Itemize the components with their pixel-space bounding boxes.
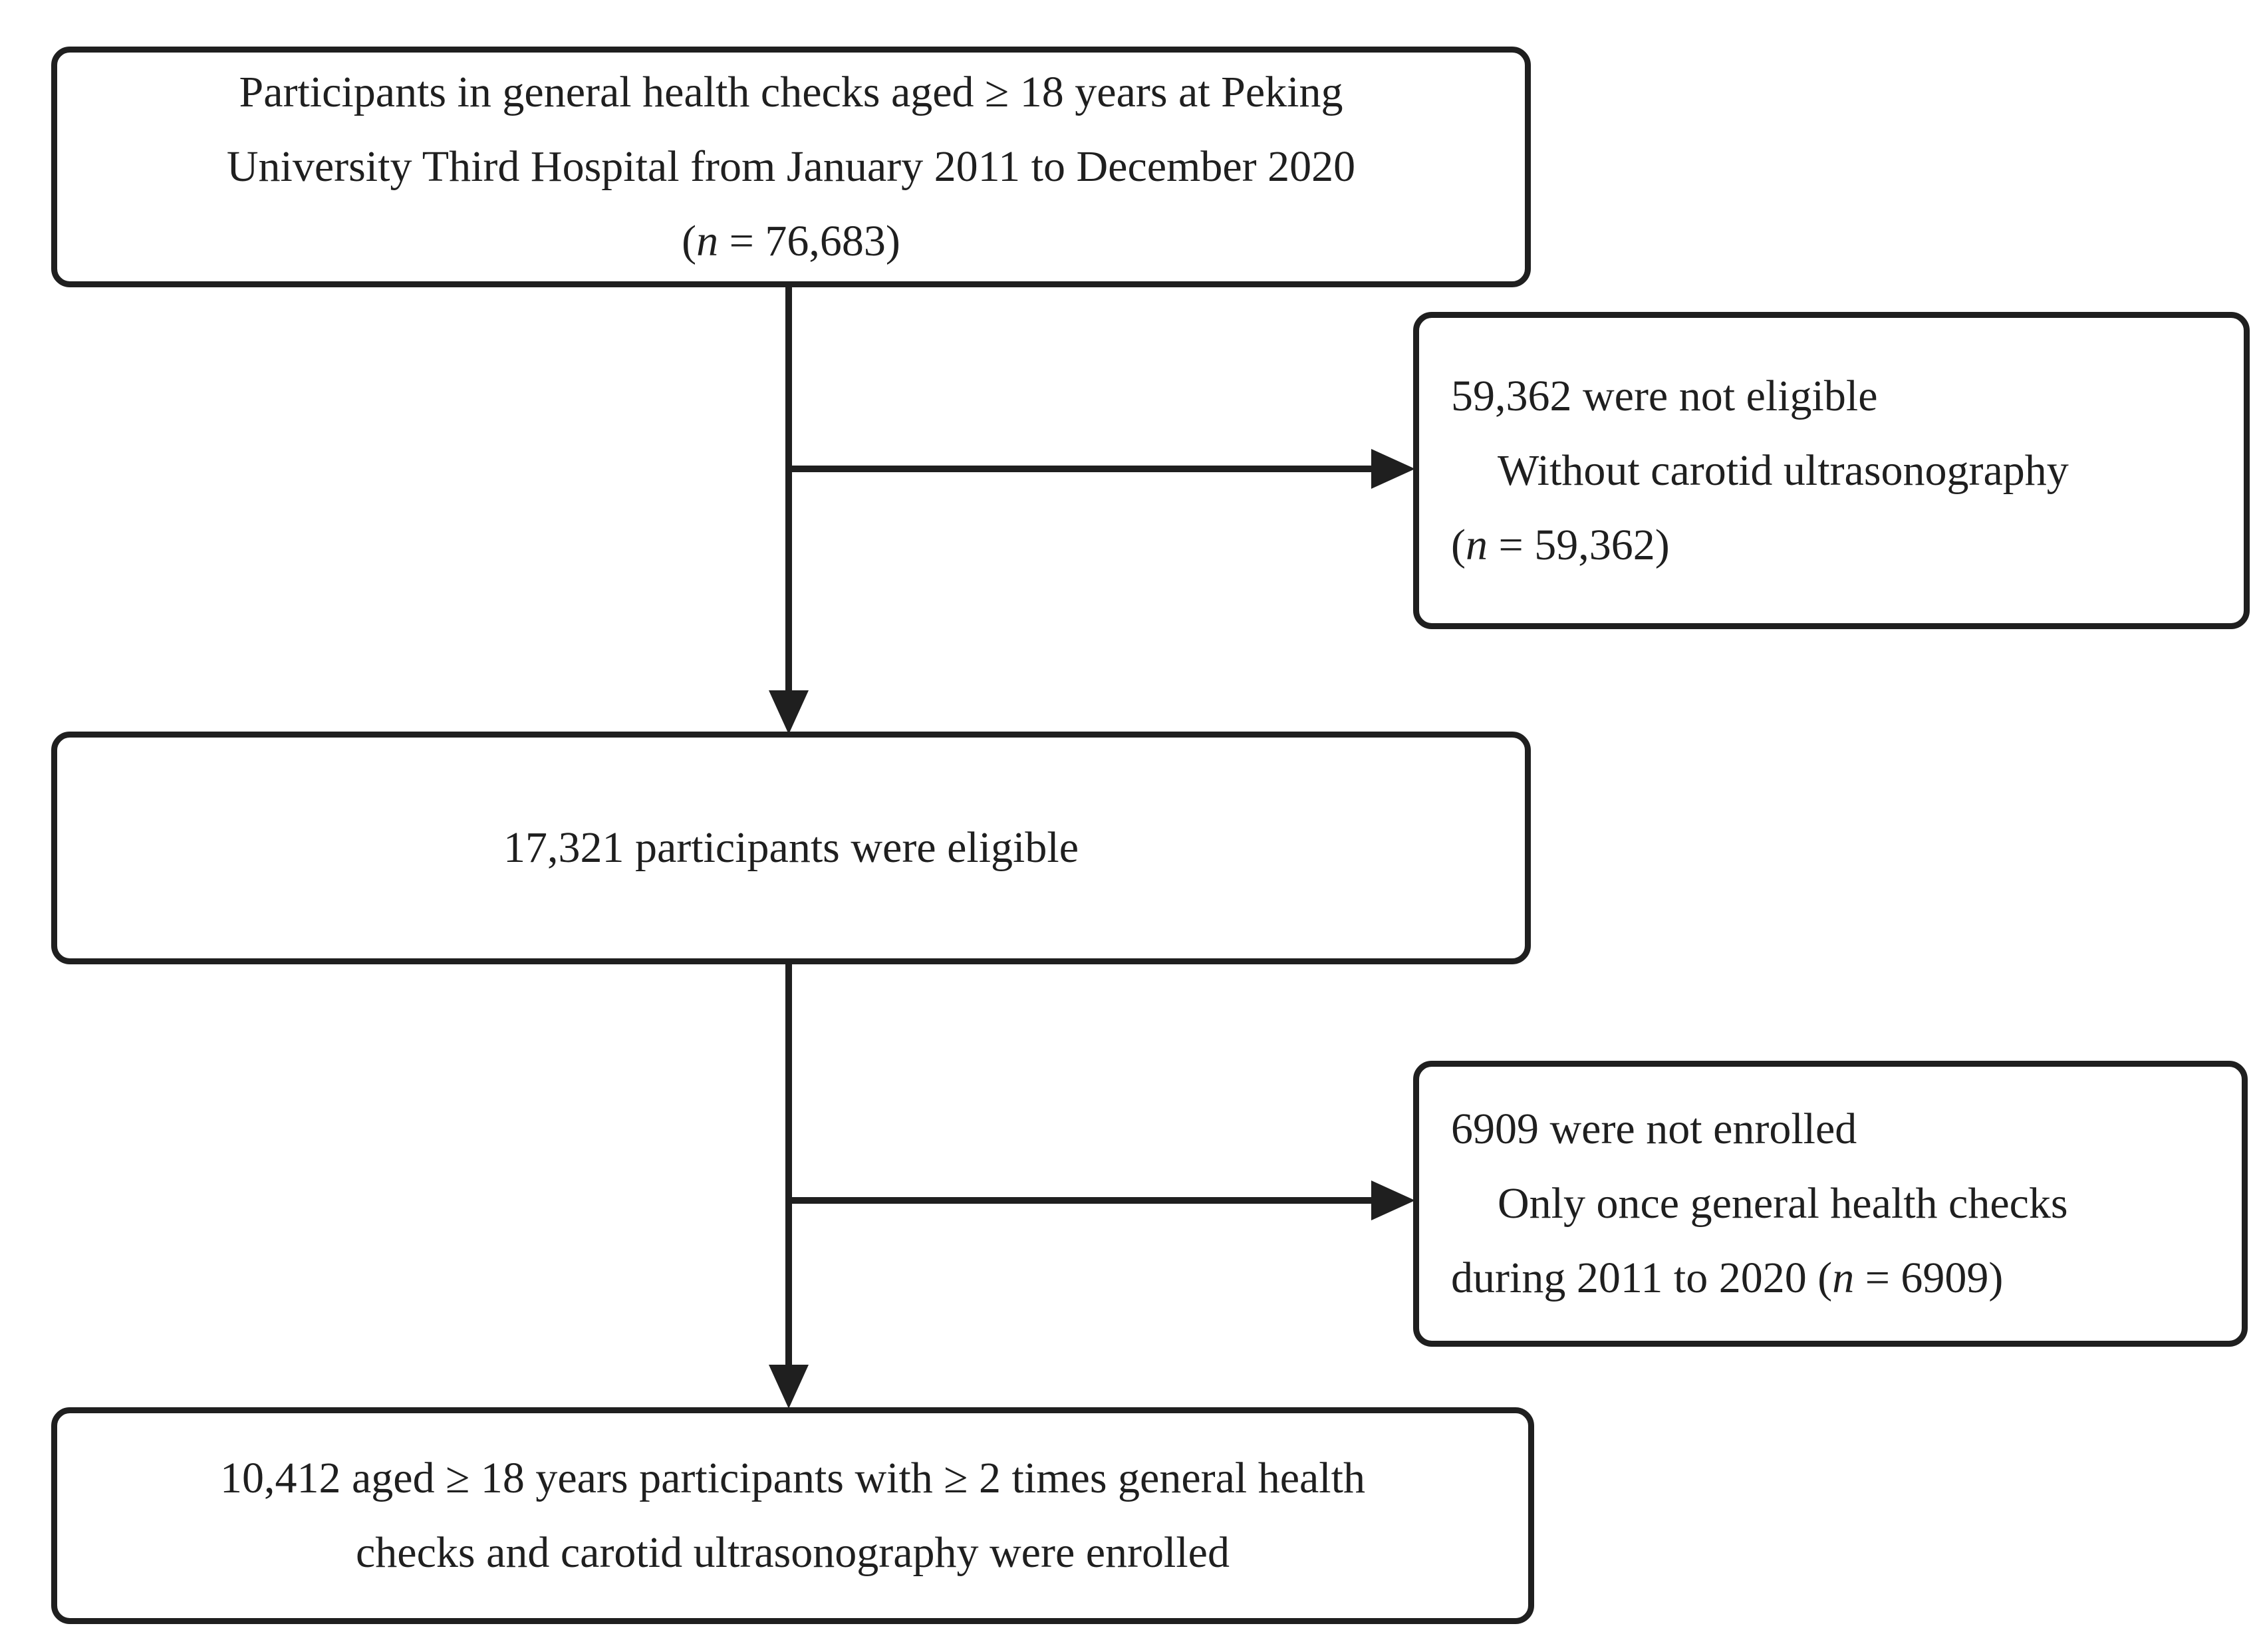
enrolled-line-1: 10,412 aged ≥ 18 years participants with… [220,1454,1365,1502]
not-eligible-n-symbol: n [1465,520,1488,569]
arrowhead-into-not-eligible [1371,449,1415,489]
not-enrolled-n-line: during 2011 to 2020 (n = 6909) [1451,1241,2003,1315]
connector-eligible-to-enrolled [785,963,792,1366]
participants-n-symbol: n [696,217,719,265]
connector-participants-to-eligible [785,286,792,692]
participants-n-open: ( [682,217,697,265]
participants-line-2: University Third Hospital from January 2… [226,142,1356,191]
participants-n-line: (n = 76,683) [682,204,900,279]
box-eligible: 17,321 participants were eligible [51,732,1531,964]
box-not-enrolled: 6909 were not enrolled Only once general… [1413,1061,2248,1347]
not-enrolled-reason-line: Only once general health checks [1498,1179,2068,1228]
not-enrolled-n-symbol: n [1832,1254,1855,1302]
box-enrolled: 10,412 aged ≥ 18 years participants with… [51,1407,1534,1624]
not-enrolled-n-value: = 6909) [1854,1254,2004,1302]
not-eligible-n-open: ( [1451,520,1466,569]
not-eligible-n-value: = 59,362) [1487,520,1670,569]
box-participants: Participants in general health checks ag… [51,47,1531,287]
box-not-eligible: 59,362 were not eligible Without carotid… [1413,312,2250,629]
arrowhead-into-enrolled [769,1365,809,1409]
participants-line-1: Participants in general health checks ag… [239,68,1343,116]
not-enrolled-count-line: 6909 were not enrolled [1451,1105,1857,1153]
eligible-line: 17,321 participants were eligible [503,823,1079,872]
not-eligible-n-line: (n = 59,362) [1451,508,1670,583]
enrolled-line-2: checks and carotid ultrasonography were … [356,1528,1230,1577]
not-eligible-count-line: 59,362 were not eligible [1451,371,1878,420]
connector-branch-not-enrolled [789,1197,1378,1204]
arrowhead-into-eligible [769,690,809,734]
connector-branch-not-eligible [789,466,1378,472]
participants-n-value: = 76,683) [718,217,900,265]
not-enrolled-n-prefix: during 2011 to 2020 ( [1451,1254,1833,1302]
not-eligible-reason-line: Without carotid ultrasonography [1498,446,2069,495]
arrowhead-into-not-enrolled [1371,1180,1415,1220]
